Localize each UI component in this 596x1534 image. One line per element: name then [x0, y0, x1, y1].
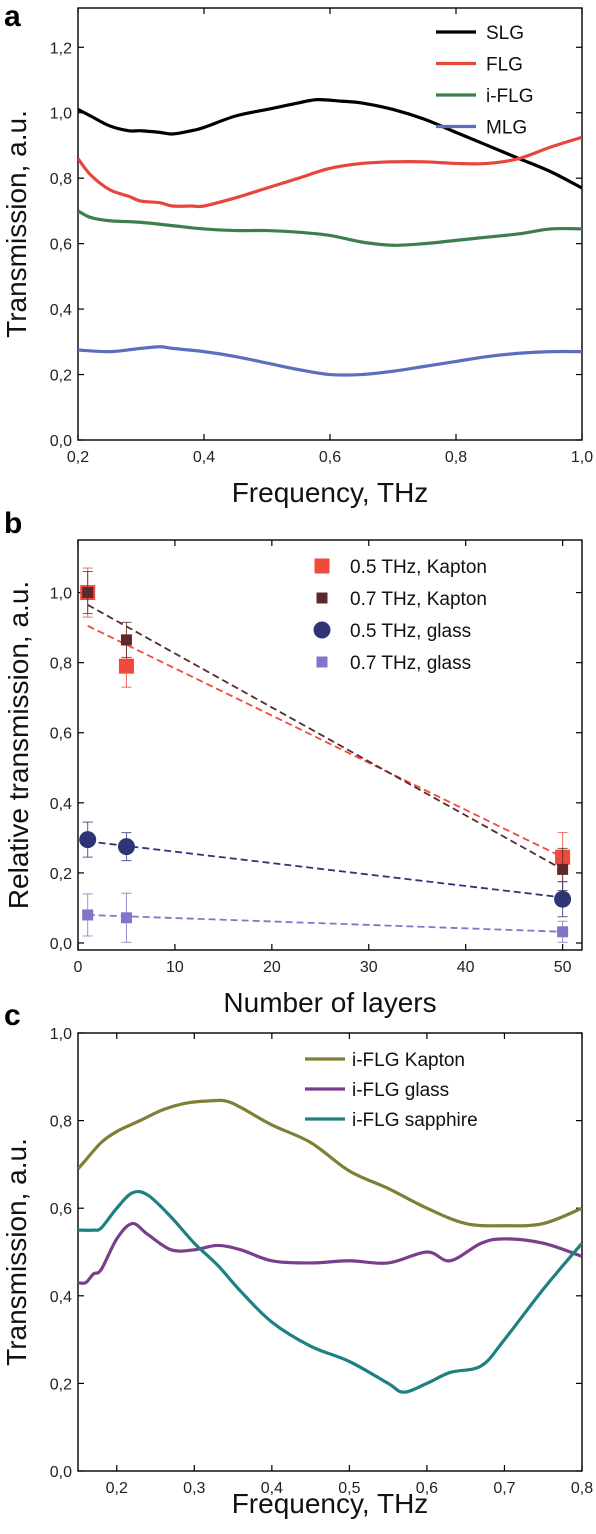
- legend-label: 0.5 THz, Kapton: [350, 557, 487, 578]
- x-tick-label: 0,5: [338, 1480, 360, 1497]
- y-axis-title: Transmission, a.u.: [1, 1138, 32, 1366]
- legend-swatch: [313, 621, 331, 639]
- legend-label: i-FLG Kapton: [352, 1050, 465, 1071]
- panel-a: 0,2 0,4 0,6 0,8 1,00,00,20,40,60,81,01,2Freq…: [1, 0, 593, 508]
- x-tick-label: 0,4: [261, 1480, 283, 1497]
- fit-line: [87, 840, 563, 899]
- plot-frame: [77, 1032, 583, 1472]
- legend-label: FLG: [486, 55, 523, 76]
- plot-frame: [77, 539, 583, 951]
- x-tick-label: 0,7: [493, 1480, 515, 1497]
- y-tick-label: 0,6: [50, 237, 72, 254]
- data-point: [79, 831, 97, 849]
- series-line-i-flg-sapphire: [78, 1189, 582, 1394]
- data-point: [82, 587, 94, 599]
- y-tick-label: 0,8: [50, 171, 72, 188]
- x-tick-label: 0,8: [571, 1480, 593, 1497]
- y-tick-label: 0,6: [50, 1201, 72, 1218]
- y-tick-label: 1,2: [50, 40, 72, 57]
- x-tick-label: 0,3: [183, 1480, 205, 1497]
- series-line-i-flg-glass: [78, 1221, 582, 1285]
- y-tick-label: 1,0: [50, 586, 72, 603]
- y-tick-label: 0,8: [50, 1114, 72, 1131]
- legend-label: MLG: [486, 118, 527, 139]
- x-tick-label: 10: [166, 959, 184, 976]
- legend-label: 0.5 THz, glass: [350, 621, 471, 642]
- x-tick-label: 0,2: [106, 1480, 128, 1497]
- y-tick-label: 1,0: [50, 106, 72, 123]
- x-tick-label: 0,2: [67, 449, 89, 466]
- y-tick-label: 0,2: [50, 1376, 72, 1393]
- x-tick-label: 30: [360, 959, 378, 976]
- x-tick-label: 0: [74, 959, 83, 976]
- series-line-slg: [78, 98, 582, 190]
- x-tick-label: 1,0: [571, 449, 593, 466]
- legend-label: i-FLG: [486, 86, 534, 107]
- legend-label: SLG: [486, 23, 524, 44]
- panel-c: 0,2 0,3 0,4 0,5 0,6 0,7 0,8 0,0 0,2 0,4 0,6 0,8 1,0 F…: [1, 999, 593, 1519]
- data-point: [120, 634, 132, 646]
- plot-area: [79, 567, 572, 943]
- data-point: [554, 890, 572, 908]
- plot-area: [78, 98, 582, 377]
- legend-swatch: [316, 592, 328, 604]
- y-tick-label: 0,4: [50, 302, 72, 319]
- y-tick-label: 0,0: [50, 936, 72, 953]
- series-line-i-flg: [78, 209, 582, 247]
- y-tick-label: 0,4: [50, 796, 72, 813]
- y-tick-label: 0,2: [50, 368, 72, 385]
- x-tick-label: 0,8: [445, 449, 467, 466]
- x-axis-title: Number of layers: [223, 987, 436, 1018]
- legend-swatch: [316, 656, 328, 668]
- y-tick-label: 0,0: [50, 1464, 72, 1481]
- y-tick-label: 0,2: [50, 866, 72, 883]
- data-point: [82, 909, 94, 921]
- y-tick-label: 1,0: [50, 1026, 72, 1043]
- x-axis-title: Frequency, THz: [232, 477, 429, 508]
- panel-letter: b: [4, 507, 22, 540]
- data-point: [557, 863, 569, 875]
- panel-letter: a: [4, 0, 21, 33]
- x-tick-label: 20: [263, 959, 281, 976]
- fit-line: [87, 914, 563, 933]
- x-tick-label: 0,6: [416, 1480, 438, 1497]
- legend-label: 0.7 THz, Kapton: [350, 589, 487, 610]
- fit-line: [87, 604, 564, 871]
- legend-label: 0.7 THz, glass: [350, 653, 471, 674]
- plot-area: [78, 1098, 582, 1394]
- y-axis-title: Relative transmission, a.u.: [3, 581, 34, 909]
- y-axis-title: Transmission, a.u.: [1, 110, 32, 338]
- x-axis-title: Frequency, THz: [232, 1488, 429, 1519]
- series-line-mlg: [78, 345, 582, 377]
- legend-label: i-FLG glass: [352, 1080, 449, 1101]
- legend-label: i-FLG sapphire: [352, 1110, 478, 1131]
- y-tick-label: 0,4: [50, 1289, 72, 1306]
- x-tick-label: 50: [554, 959, 572, 976]
- y-tick-label: 0,6: [50, 726, 72, 743]
- data-point: [117, 838, 135, 856]
- data-point: [557, 926, 569, 938]
- series-line-i-flg-kapton: [78, 1098, 582, 1228]
- x-tick-label: 0,4: [193, 449, 215, 466]
- series-line-flg: [78, 135, 582, 209]
- panel-b: 0 10 20 30 40 50 0,0 0,2 0,4 0,6 0,8 1,0 Number of l…: [3, 507, 583, 1018]
- x-tick-label: 40: [457, 959, 475, 976]
- fit-line: [87, 625, 564, 858]
- legend-swatch: [314, 558, 330, 574]
- x-tick-label: 0,6: [319, 449, 341, 466]
- data-point: [118, 658, 134, 674]
- y-tick-label: 0,0: [50, 433, 72, 450]
- panel-letter: c: [4, 999, 21, 1032]
- y-tick-label: 0,8: [50, 656, 72, 673]
- data-point: [120, 912, 132, 924]
